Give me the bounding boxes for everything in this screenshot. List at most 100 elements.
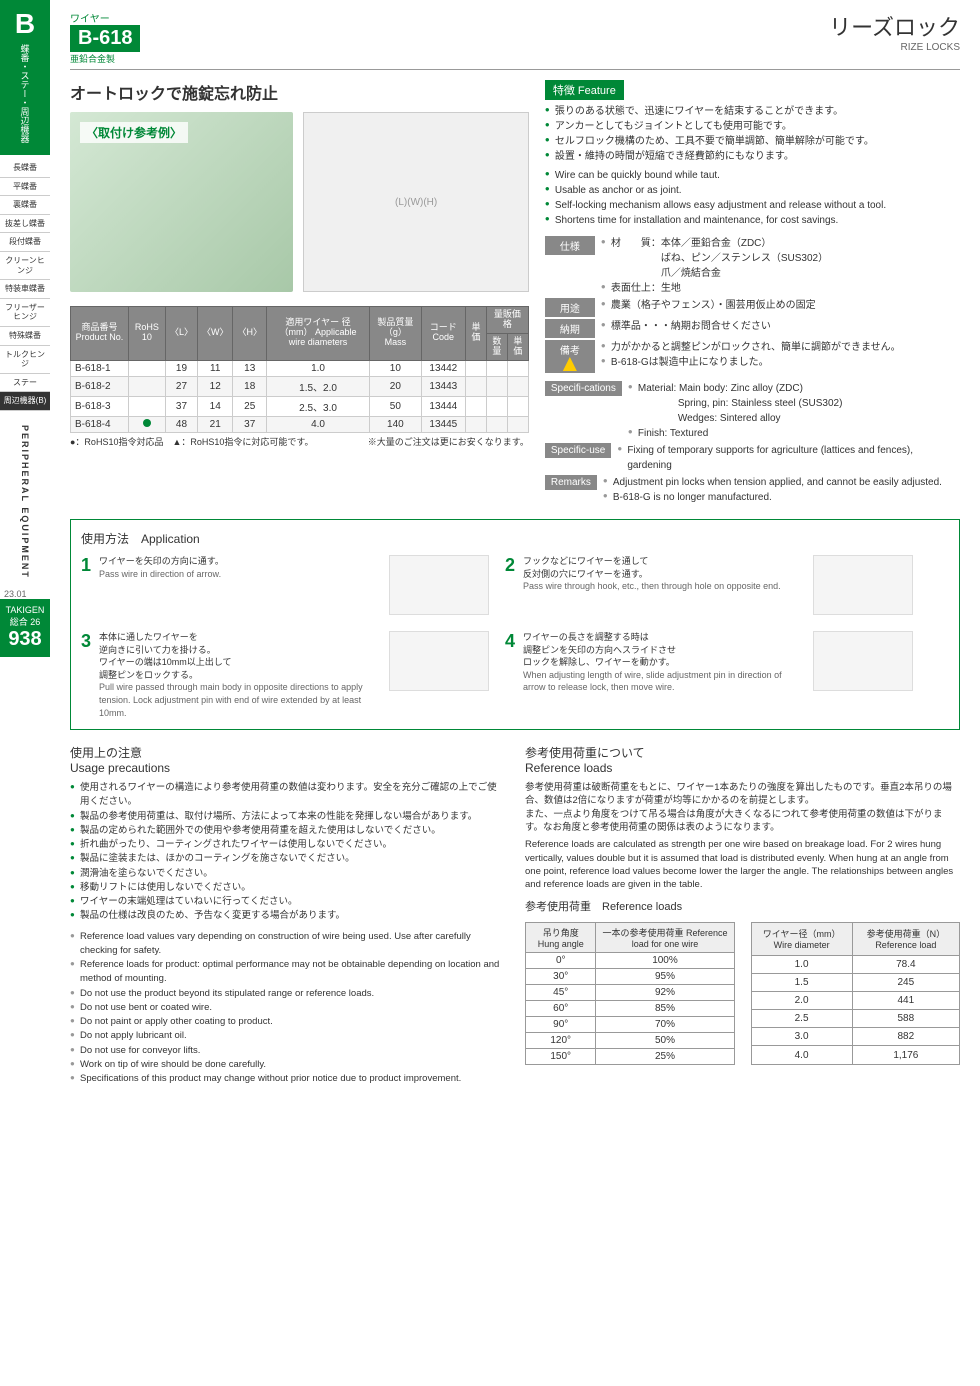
app-step: 4ワイヤーの長さを調整する時は調整ピンを矢印の方向へスライドさせロックを解除し、… [505,631,913,719]
dimension-diagram: (L)(W)(H) [303,112,528,292]
precautions-title: 使用上の注意Usage precautions [70,744,505,775]
th-mass: 製品質量（g） Mass [370,307,422,361]
th-load: 参考使用荷重（N） Reference load [852,922,959,956]
precaution-item: Do not use the product beyond its stipul… [70,987,505,1001]
precaution-item: Work on tip of wire should be done caref… [70,1058,505,1072]
product-material: 亜鉛合金製 [70,52,140,65]
table-row: 2.0441 [751,992,960,1010]
table-row: 1.5245 [751,974,960,992]
sidebar-item[interactable]: 特装車蝶番 [0,280,50,299]
app-step: 2フックなどにワイヤーを通して反対側の穴にワイヤーを通す。Pass wire t… [505,555,913,615]
th-unit: 単価 [465,307,486,361]
feature-item: Wire can be quickly bound while taut. [545,168,960,183]
sidebar-category-badge: B 蝶番・ステー・周辺機器 [0,0,50,155]
precaution-item: 製品の定められた範囲外での使用や参考使用荷重を超えた使用はしないでください。 [70,824,505,838]
spec-item: 表面仕上：生地 [601,281,960,296]
edition: 総合 26 [2,615,48,628]
th-angle-load: 一本の参考使用荷重 Reference load for one wire [596,922,734,952]
sidebar-item[interactable]: 段付蝶番 [0,233,50,252]
sidebar-item[interactable]: 周辺機器(B) [0,392,50,411]
sidebar-item[interactable]: 特殊蝶番 [0,327,50,346]
precaution-item: ワイヤーの末端処理はていねいに行ってください。 [70,895,505,909]
feature-item: 張りのある状態で、迅速にワイヤーを結束することができます。 [545,104,960,119]
sidebar-item[interactable]: 抜差し蝶番 [0,215,50,234]
th-angle: 吊り角度 Hung angle [526,922,596,952]
use-text: 農業（格子やフェンス）・園芸用仮止めの固定 [601,298,960,313]
precaution-item: Specifications of this product may chang… [70,1072,505,1086]
sidebar-nav: 長蝶番平蝶番裏蝶番抜差し蝶番段付蝶番クリーンヒンジ特装車蝶番フリーザーヒンジ特殊… [0,155,50,415]
precaution-item: Do not paint or apply other coating to p… [70,1015,505,1029]
bulk-note: ※大量のご注文は更にお安くなります。 [368,435,529,448]
sidebar-item[interactable]: トルクヒンジ [0,346,50,374]
product-name-en: RIZE LOCKS [829,42,960,53]
precaution-item: 製品に塗装または、ほかのコーティングを施さないでください。 [70,852,505,866]
table-row: 1.078.4 [751,956,960,974]
th-code: コード Code [421,307,465,361]
rohs-note: ●：RoHS10指令対応品 ▲：RoHS10指令に対応可能です。 [70,435,313,448]
ref-sub-title: 参考使用荷重 Reference loads [525,898,960,914]
product-code: B-618 [70,25,140,52]
feature-item: Usable as anchor or as joint. [545,183,960,198]
th-W: 〈W〉 [197,307,233,361]
app-step: 1ワイヤーを矢印の方向に通す。Pass wire in direction of… [81,555,489,615]
sidebar-item[interactable]: ステー [0,374,50,393]
precaution-item: 潤滑油を塗らないでください。 [70,867,505,881]
th-L: 〈L〉 [165,307,197,361]
precaution-item: Do not use bent or coated wire. [70,1001,505,1015]
spec-item: B-618-G is no longer manufactured. [603,490,960,505]
sidebar-item[interactable]: 裏蝶番 [0,196,50,215]
precaution-item: 製品の参考使用荷重は、取付け場所、方法によって本来の性能を発揮しない場合がありま… [70,810,505,824]
spec-item: Adjustment pin locks when tension applie… [603,475,960,490]
precaution-item: Reference loads for product: optimal per… [70,958,505,987]
table-row: 30°95% [526,968,735,984]
table-row: B-618-33714252.5、3.05013444 [71,396,529,416]
brand: TAKIGEN [2,605,48,615]
sidebar-footer: TAKIGEN 総合 26 938 [0,599,50,657]
warning-icon [563,357,577,371]
sidebar: B 蝶番・ステー・周辺機器 長蝶番平蝶番裏蝶番抜差し蝶番段付蝶番クリーンヒンジ特… [0,0,50,1096]
section-letter: B [4,8,46,40]
app-title: 使用方法 Application [81,530,949,547]
example-label: 〈取付け参考例〉 [80,122,188,143]
feature-header: 特徴 Feature [545,80,624,100]
table-row: B-618-11911131.01013442 [71,360,529,376]
table-row: 3.0882 [751,1028,960,1046]
ref-title: 参考使用荷重についてReference loads [525,744,960,775]
app-step: 3本体に通したワイヤーを逆向きに引いて力を掛ける。ワイヤーの端は10mm以上出し… [81,631,489,719]
product-table: 商品番号 Product No. RoHS 10 〈L〉 〈W〉 〈H〉 適用ワ… [70,306,529,433]
sidebar-section-label: PERIPHERAL EQUIPMENT [20,425,30,579]
spec-label: 仕様 [545,236,595,255]
use-label: 用途 [545,298,595,317]
ref-desc-jp: 参考使用荷重は破断荷重をもとに、ワイヤー1本あたりの強度を算出したものです。垂直… [525,781,960,834]
table-row: B-618-44821374.014013445 [71,416,529,432]
sidebar-item[interactable]: クリーンヒンジ [0,252,50,280]
spec-item: 材 質：本体／亜鉛合金（ZDC） ばね、ピン／ステンレス（SUS302） 爪／焼… [601,236,960,281]
spec-label-en: Specifi-cations [545,381,622,396]
delivery-label: 納期 [545,319,595,338]
table-row: B-618-22712181.5、2.02013443 [71,376,529,396]
ref-desc-en: Reference loads are calculated as streng… [525,838,960,891]
main-content: ワイヤー B-618 亜鉛合金製 リーズロック RIZE LOCKS オートロッ… [50,0,980,1096]
page-number: 938 [2,628,48,651]
sidebar-item[interactable]: フリーザーヒンジ [0,299,50,327]
feature-item: セルフロック機構のため、工具不要で簡単調節、簡単解除が可能です。 [545,134,960,149]
use-label-en: Specific-use [545,443,611,458]
sidebar-item[interactable]: 長蝶番 [0,159,50,178]
remark-label: 備考 [545,340,595,373]
th-bulk-unit: 単価 [507,333,528,360]
product-name-jp: リーズロック [829,10,960,42]
precaution-item: 折れ曲がったり、コーティングされたワイヤーは使用しないでください。 [70,838,505,852]
precaution-item: Do not apply lubricant oil. [70,1029,505,1043]
section-category: 蝶番・ステー・周辺機器 [19,44,32,143]
revision-date: 23.01 [0,589,50,599]
application-section: 使用方法 Application 1ワイヤーを矢印の方向に通す。Pass wir… [70,519,960,730]
sidebar-item[interactable]: 平蝶番 [0,178,50,197]
delivery-text: 標準品・・・納期お問合せください [601,319,960,334]
remark-label-en: Remarks [545,475,597,490]
table-row: 150°25% [526,1048,735,1064]
precaution-item: Do not use for conveyor lifts. [70,1044,505,1058]
th-bulk: 量販価格 [486,307,528,334]
th-rohs: RoHS 10 [128,307,165,361]
page-header: ワイヤー B-618 亜鉛合金製 リーズロック RIZE LOCKS [70,10,960,70]
table-row: 4.01,176 [751,1046,960,1064]
